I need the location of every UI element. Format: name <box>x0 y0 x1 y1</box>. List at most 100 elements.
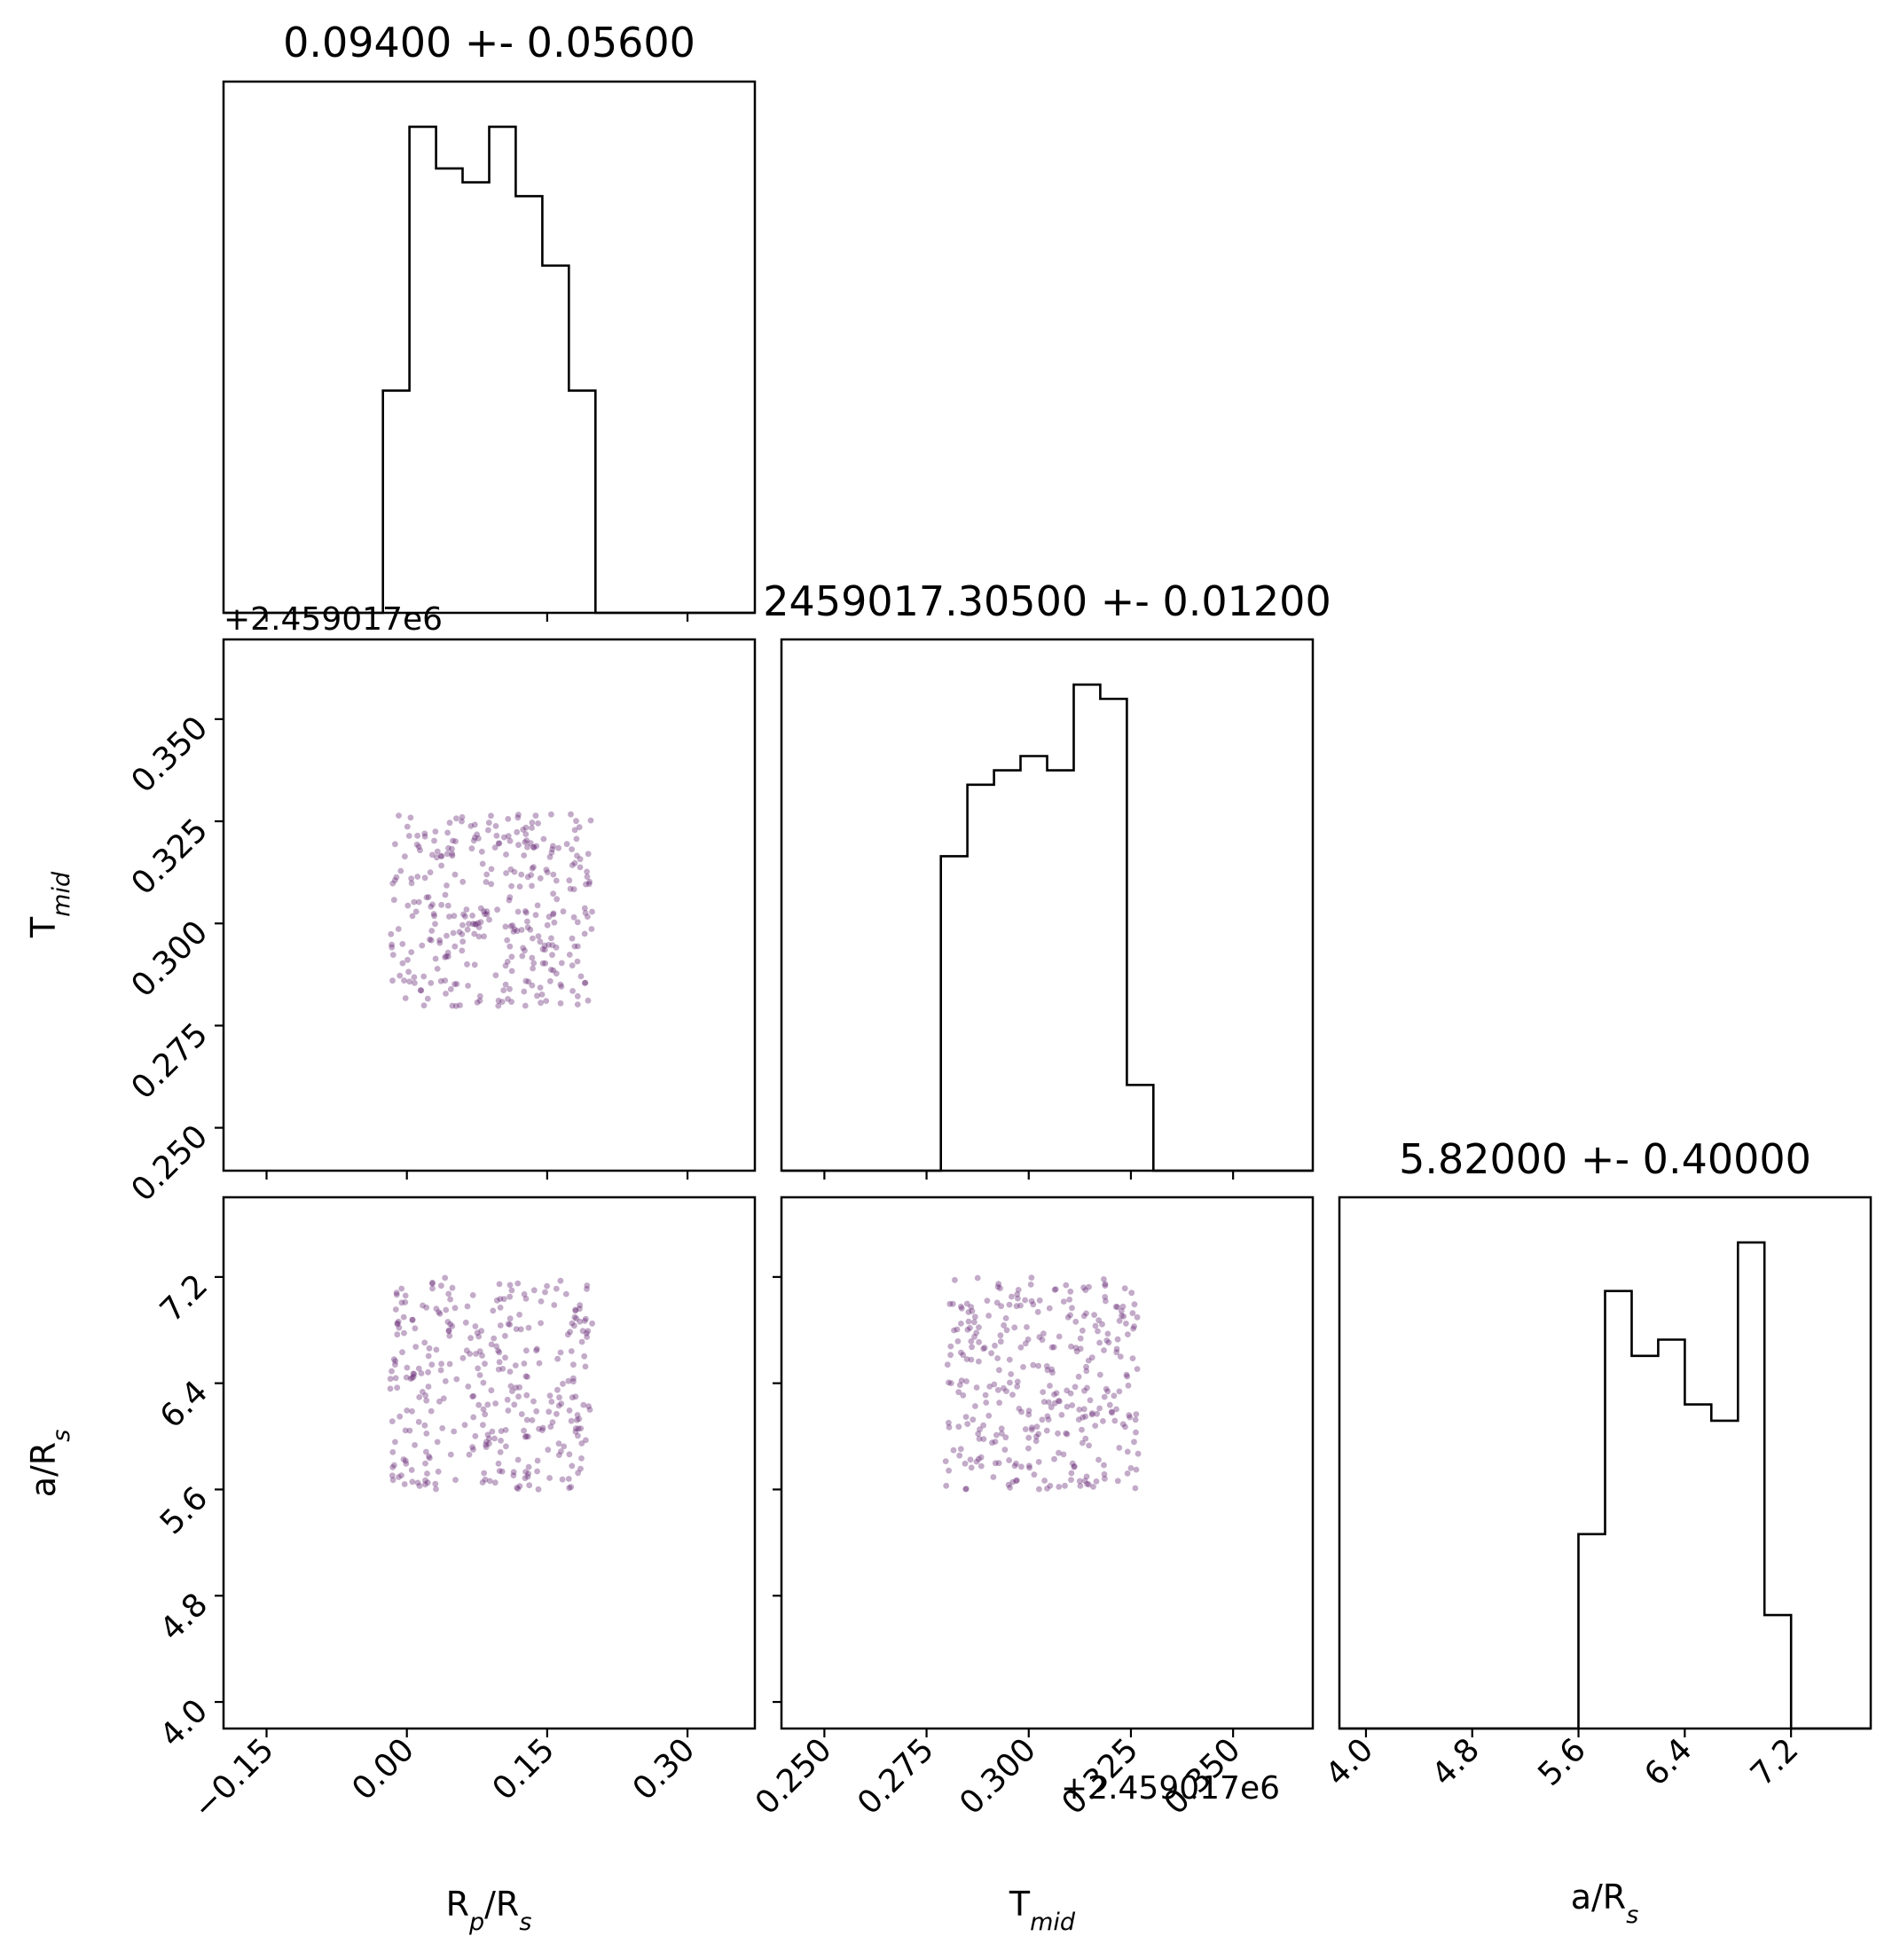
scatter-point-1-0 <box>575 943 581 950</box>
scatter-point-1-0 <box>558 984 565 990</box>
scatter-point-1-0 <box>504 959 511 965</box>
scatter-point-1-0 <box>530 844 538 851</box>
scatter-point-2-0 <box>442 1274 449 1282</box>
scatter-point-1-0 <box>453 981 460 987</box>
scatter-point-2-1 <box>1051 1399 1058 1407</box>
scatter-point-2-0 <box>488 1341 495 1348</box>
scatter-point-1-0 <box>412 908 420 915</box>
scatter-point-2-0 <box>523 1416 530 1423</box>
scatter-point-2-0 <box>510 1472 517 1478</box>
scatter-point-1-0 <box>463 906 470 913</box>
scatter-point-2-1 <box>1068 1470 1075 1477</box>
scatter-point-2-1 <box>946 1300 954 1307</box>
scatter-point-2-1 <box>1083 1310 1089 1317</box>
scatter-point-2-0 <box>421 1339 428 1346</box>
scatter-point-2-1 <box>1092 1322 1099 1329</box>
scatter-point-1-0 <box>421 874 428 882</box>
scatter-point-2-1 <box>996 1367 1002 1374</box>
scatter-point-2-0 <box>492 1400 499 1407</box>
scatter-point-2-1 <box>992 1342 998 1349</box>
scatter-point-2-0 <box>545 1446 552 1454</box>
scatter-point-2-1 <box>1103 1385 1110 1392</box>
scatter-point-1-0 <box>485 827 491 834</box>
scatter-point-1-0 <box>399 960 406 967</box>
scatter-point-1-0 <box>522 824 530 831</box>
scatter-point-2-1 <box>1075 1373 1082 1380</box>
scatter-point-2-1 <box>982 1392 989 1399</box>
xtick-label-2: 7.2 <box>1744 1731 1805 1792</box>
scatter-point-2-1 <box>962 1486 970 1493</box>
scatter-point-2-0 <box>423 1304 430 1311</box>
scatter-point-1-0 <box>471 835 478 841</box>
scatter-point-2-0 <box>418 1370 425 1376</box>
scatter-point-2-0 <box>581 1318 588 1324</box>
scatter-point-2-1 <box>1009 1478 1017 1486</box>
scatter-point-1-0 <box>417 847 423 854</box>
scatter-point-2-0 <box>509 1388 515 1394</box>
scatter-point-1-0 <box>586 878 593 885</box>
scatter-point-2-0 <box>422 1392 429 1399</box>
scatter-point-2-0 <box>412 1325 419 1332</box>
scatter-point-1-0 <box>462 913 468 920</box>
scatter-point-2-0 <box>496 1468 503 1474</box>
scatter-point-1-0 <box>501 834 507 841</box>
scatter-point-2-0 <box>470 1446 476 1453</box>
scatter-point-2-0 <box>503 1443 509 1450</box>
scatter-point-2-1 <box>1017 1302 1024 1309</box>
scatter-point-2-1 <box>984 1298 991 1304</box>
scatter-point-2-0 <box>575 1470 581 1477</box>
scatter-point-2-0 <box>392 1358 399 1365</box>
scatter-point-2-0 <box>522 1295 530 1302</box>
scatter-point-2-1 <box>1025 1407 1032 1414</box>
scatter-point-2-1 <box>1073 1348 1080 1355</box>
xtick-label-2: 5.6 <box>1531 1731 1592 1792</box>
scatter-point-2-1 <box>974 1274 981 1282</box>
scatter-point-2-1 <box>1133 1429 1139 1436</box>
scatter-point-1-0 <box>520 827 527 833</box>
xtick-label-2: 4.0 <box>1319 1731 1380 1792</box>
scatter-point-2-1 <box>1030 1301 1037 1308</box>
scatter-point-2-0 <box>392 1361 398 1368</box>
scatter-point-2-1 <box>1109 1409 1115 1416</box>
scatter-point-2-1 <box>1063 1430 1070 1437</box>
scatter-point-2-0 <box>459 1354 467 1361</box>
scatter-point-2-0 <box>480 1406 487 1413</box>
scatter-point-2-0 <box>575 1425 582 1432</box>
scatter-point-2-1 <box>1133 1411 1140 1417</box>
scatter-point-1-0 <box>557 1000 564 1007</box>
scatter-point-2-1 <box>1016 1406 1023 1412</box>
scatter-point-2-0 <box>475 1401 483 1408</box>
scatter-point-2-0 <box>402 1457 409 1464</box>
scatter-point-2-1 <box>1112 1304 1119 1310</box>
scatter-point-1-0 <box>446 913 452 920</box>
scatter-point-1-0 <box>413 841 420 848</box>
scatter-point-2-1 <box>1079 1439 1086 1446</box>
scatter-point-2-0 <box>389 1418 396 1424</box>
scatter-point-2-0 <box>491 1335 498 1342</box>
scatter-point-2-1 <box>1007 1485 1013 1491</box>
scatter-point-2-0 <box>395 1318 402 1325</box>
scatter-point-2-1 <box>1100 1418 1106 1424</box>
scatter-point-2-0 <box>535 1486 542 1493</box>
scatter-point-2-0 <box>585 1403 592 1409</box>
scatter-point-2-1 <box>1044 1367 1051 1374</box>
scatter-point-1-0 <box>541 942 548 949</box>
scatter-point-2-0 <box>538 1320 544 1327</box>
scatter-point-2-1 <box>1103 1337 1111 1344</box>
scatter-point-2-1 <box>973 1458 980 1465</box>
scatter-point-1-0 <box>408 949 415 955</box>
scatter-point-1-0 <box>506 894 514 900</box>
scatter-point-1-0 <box>509 922 516 929</box>
scatter-point-1-0 <box>414 832 420 839</box>
scatter-point-2-0 <box>416 1483 423 1489</box>
scatter-point-2-1 <box>1124 1373 1131 1380</box>
scatter-point-1-0 <box>431 913 437 920</box>
scatter-point-2-0 <box>394 1331 401 1338</box>
scatter-point-1-0 <box>436 937 443 944</box>
scatter-point-1-0 <box>537 984 544 991</box>
scatter-point-2-0 <box>429 1281 436 1287</box>
scatter-point-2-1 <box>1022 1426 1029 1432</box>
scatter-point-2-0 <box>493 1297 500 1304</box>
scatter-point-1-0 <box>436 939 444 946</box>
scatter-point-1-0 <box>476 998 483 1004</box>
